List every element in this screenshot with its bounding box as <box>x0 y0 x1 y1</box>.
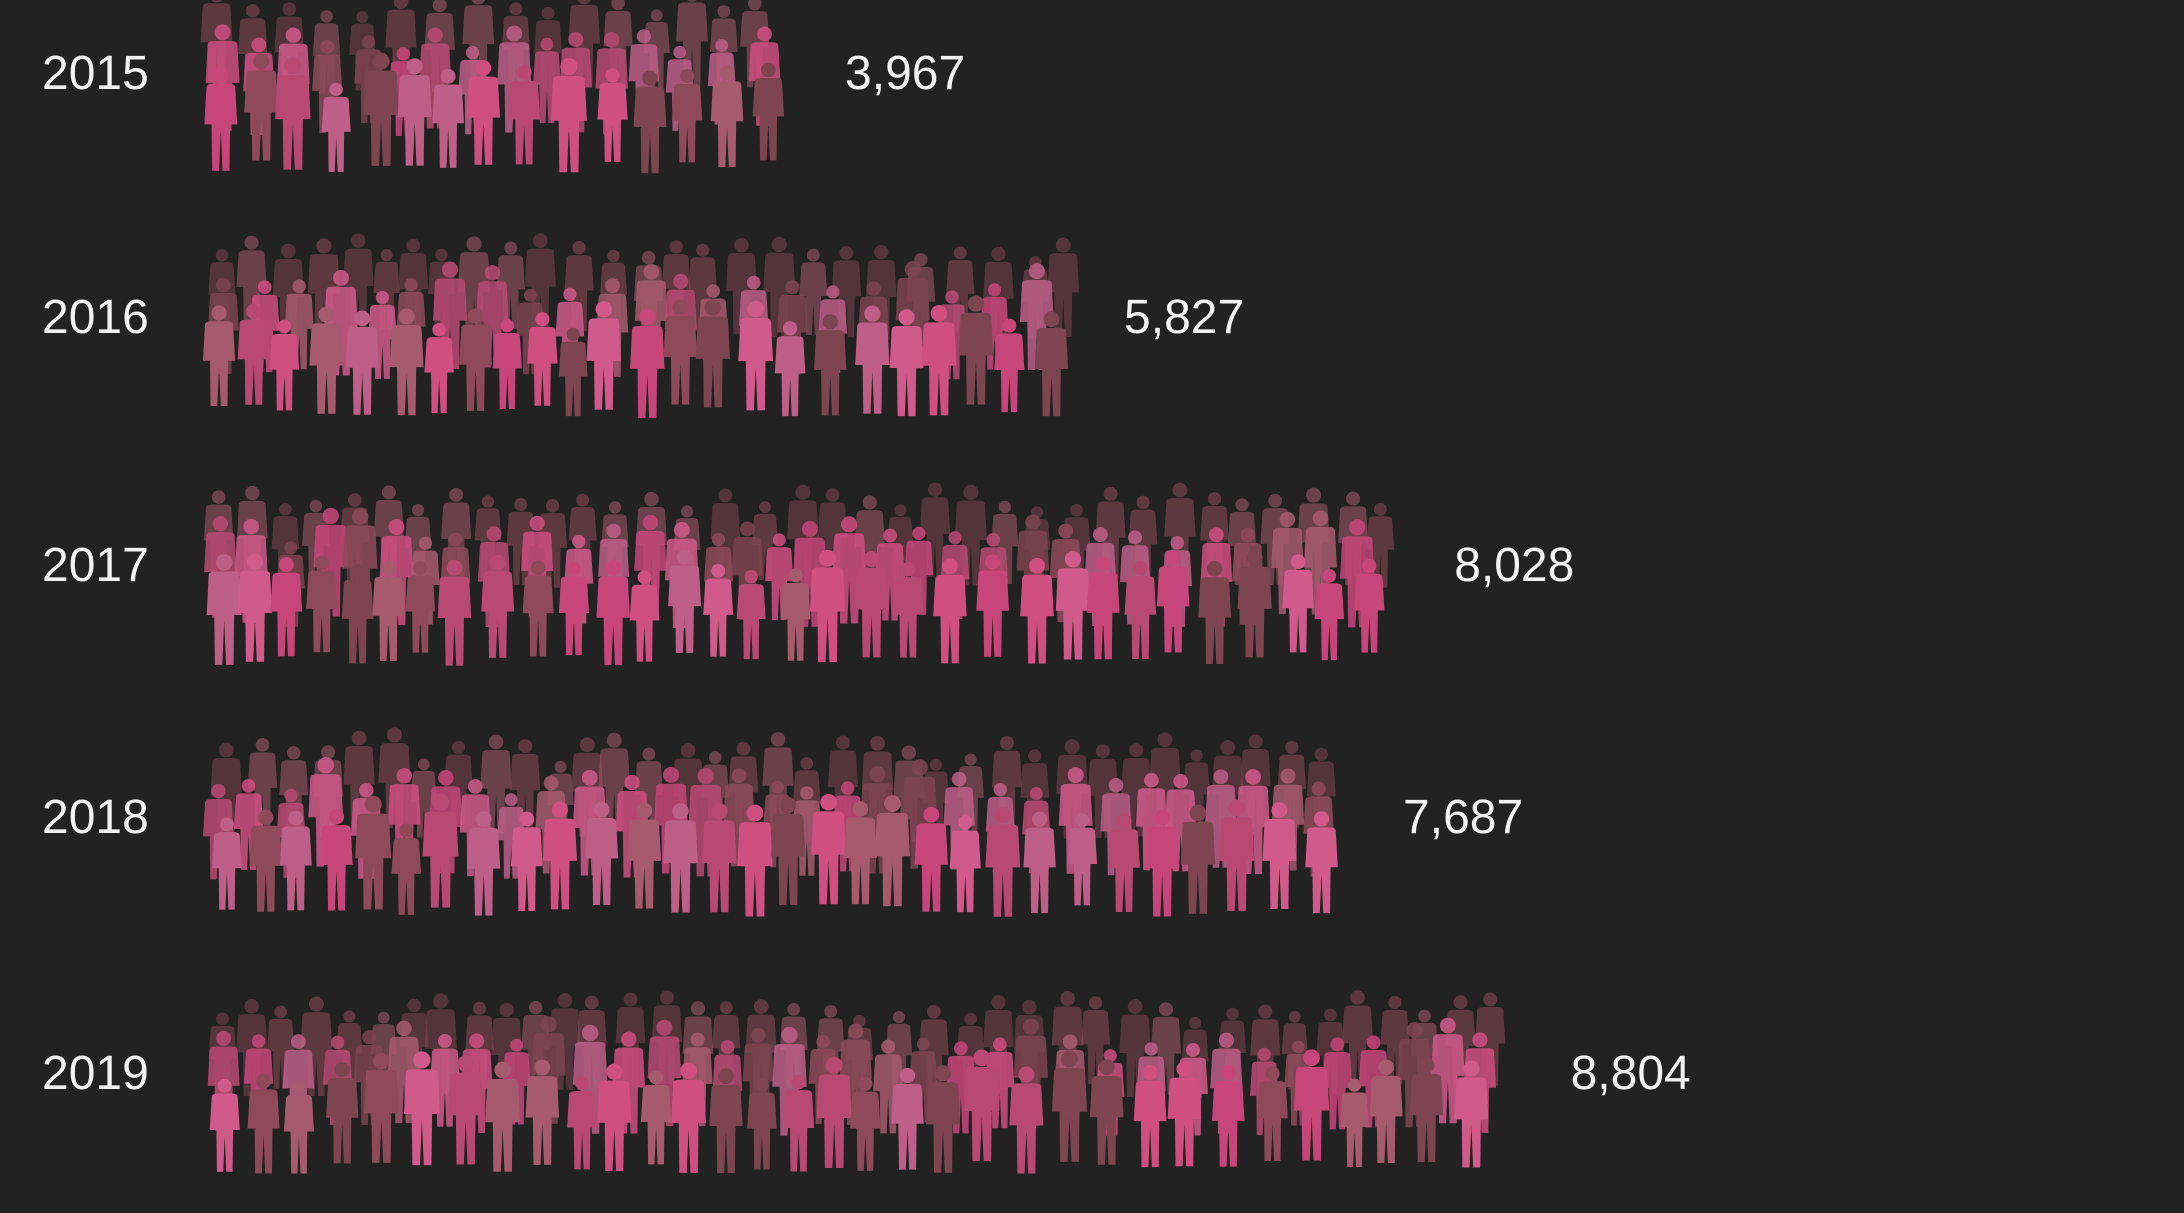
year-label: 2019 <box>42 1047 149 1100</box>
crowd-row: 2017 8,028 <box>42 482 1574 666</box>
value-label: 8,804 <box>1571 1047 1691 1100</box>
crowd-row: 2018 7,687 <box>42 727 1523 917</box>
year-label: 2017 <box>42 539 149 592</box>
chart-rows: 2015 3,967 2016 5,827 2017 8,028 2018 7,687 2019… <box>42 0 1691 1174</box>
value-label: 8,028 <box>1454 539 1574 592</box>
crowd-row: 2016 5,827 <box>42 233 1244 418</box>
crowd-row: 2019 8,804 <box>42 990 1691 1174</box>
year-label: 2015 <box>42 47 149 100</box>
crowd-bar <box>202 727 1338 917</box>
crowd-bar <box>207 990 1506 1174</box>
crowd-bar <box>202 233 1080 418</box>
value-label: 3,967 <box>845 47 965 100</box>
year-label: 2018 <box>42 791 149 844</box>
year-label: 2016 <box>42 291 149 344</box>
value-label: 7,687 <box>1403 791 1523 844</box>
crowd-bar <box>200 0 785 174</box>
value-label: 5,827 <box>1124 291 1244 344</box>
crowd-row: 2015 3,967 <box>42 0 965 174</box>
crowd-bar <box>203 482 1395 666</box>
